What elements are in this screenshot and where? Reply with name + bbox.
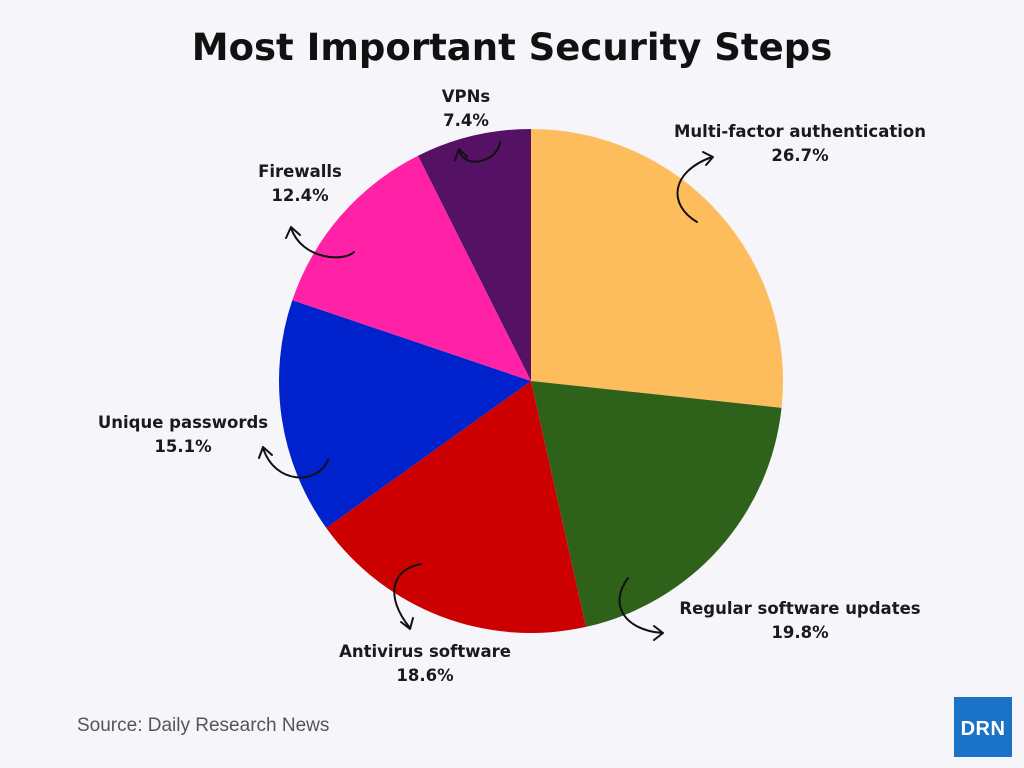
- slice-value-unique-passwords: 15.1%: [154, 437, 212, 456]
- callout-arrow-antivirus-software: [393, 563, 422, 630]
- drn-logo: [954, 697, 1012, 757]
- callout-arrow-firewalls: [285, 226, 355, 259]
- slice-value-firewalls: 12.4%: [271, 186, 329, 205]
- pie-slice-antivirus-software: [326, 381, 586, 633]
- pie-slice-regular-software-updates: [531, 381, 782, 627]
- pie-slice-multi-factor-authentication: [531, 129, 783, 408]
- slice-label-multi-factor-authentication: Multi-factor authentication: [674, 122, 926, 141]
- callout-arrow-multi-factor-authentication: [676, 151, 714, 223]
- pie-slice-unique-passwords: [279, 300, 531, 528]
- callout-arrow-unique-passwords: [258, 446, 329, 479]
- slice-label-unique-passwords: Unique passwords: [98, 413, 268, 432]
- slice-value-antivirus-software: 18.6%: [396, 666, 454, 685]
- callout-arrow-vpns: [454, 141, 501, 163]
- slice-label-vpns: VPNs: [442, 87, 491, 106]
- slice-value-multi-factor-authentication: 26.7%: [771, 146, 829, 165]
- callout-arrows: [258, 141, 714, 641]
- slice-value-regular-software-updates: 19.8%: [771, 623, 829, 642]
- pie-slice-vpns: [418, 129, 531, 381]
- slice-label-regular-software-updates: Regular software updates: [679, 599, 920, 618]
- source-text: Source: Daily Research News: [77, 715, 329, 736]
- chart-title: Most Important Security Steps: [192, 26, 832, 69]
- drn-logo-text: DRN: [961, 718, 1006, 740]
- slice-value-vpns: 7.4%: [443, 111, 489, 130]
- callout-arrow-regular-software-updates: [618, 577, 664, 641]
- pie-slices: [279, 129, 783, 633]
- slice-labels: Multi-factor authentication 26.7% Regular …: [98, 87, 926, 685]
- slice-label-antivirus-software: Antivirus software: [339, 642, 511, 661]
- pie-slice-firewalls: [292, 155, 531, 381]
- slice-label-firewalls: Firewalls: [258, 162, 342, 181]
